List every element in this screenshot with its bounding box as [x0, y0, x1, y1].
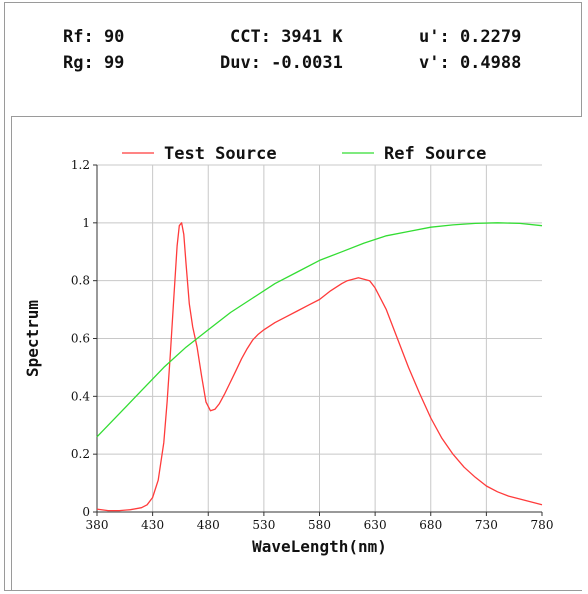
x-tick-label: 480	[197, 518, 220, 532]
x-tick-label: 680	[419, 518, 442, 532]
y-tick-label: 0	[82, 505, 90, 519]
rg-value: Rg: 99	[63, 53, 125, 73]
x-tick-label: 430	[141, 518, 164, 532]
axes: 380 430 480 530 580 630 680 730 780 0 0.2 0.4 0.6 0.8…	[71, 158, 554, 532]
y-tick-label: 1.2	[71, 158, 90, 172]
spectrum-chart: 380 430 480 530 580 630 680 730 780 0 0.2 0.4 0.6 0.8…	[23, 144, 554, 556]
v-prime-value: v': 0.4988	[419, 53, 522, 73]
y-tick-label: 1	[82, 216, 90, 230]
test-source-line	[96, 222, 543, 512]
y-axis-title: Spectrum	[23, 300, 42, 377]
grid-lines	[97, 164, 542, 512]
u-prime-value: u': 0.2279	[419, 27, 522, 47]
x-axis-title: WaveLength(nm)	[252, 537, 387, 556]
x-tick-label: 530	[252, 518, 275, 532]
rf-value: Rf: 90	[63, 27, 125, 47]
duv-value: Duv: -0.0031	[220, 53, 343, 73]
x-tick-label: 730	[475, 518, 498, 532]
test-source-legend-label: Test Source	[164, 144, 277, 164]
cct-value: CCT: 3941 K	[230, 27, 343, 47]
data-series	[96, 222, 543, 512]
y-tick-label: 0.8	[71, 274, 90, 288]
x-tick-label: 380	[86, 518, 109, 532]
x-tick-label: 580	[308, 518, 331, 532]
chart-container: 380 430 480 530 580 630 680 730 780 0 0.2 0.4 0.6 0.8…	[11, 116, 582, 590]
legend: Test Source Ref Source	[122, 144, 486, 164]
y-tick-label: 0.2	[71, 447, 90, 461]
x-tick-label: 780	[531, 518, 554, 532]
y-tick-label: 0.4	[71, 389, 90, 403]
x-tick-label: 630	[364, 518, 387, 532]
ref-source-legend-label: Ref Source	[384, 144, 486, 164]
y-tick-label: 0.6	[71, 332, 90, 346]
ref-source-line	[96, 222, 543, 438]
